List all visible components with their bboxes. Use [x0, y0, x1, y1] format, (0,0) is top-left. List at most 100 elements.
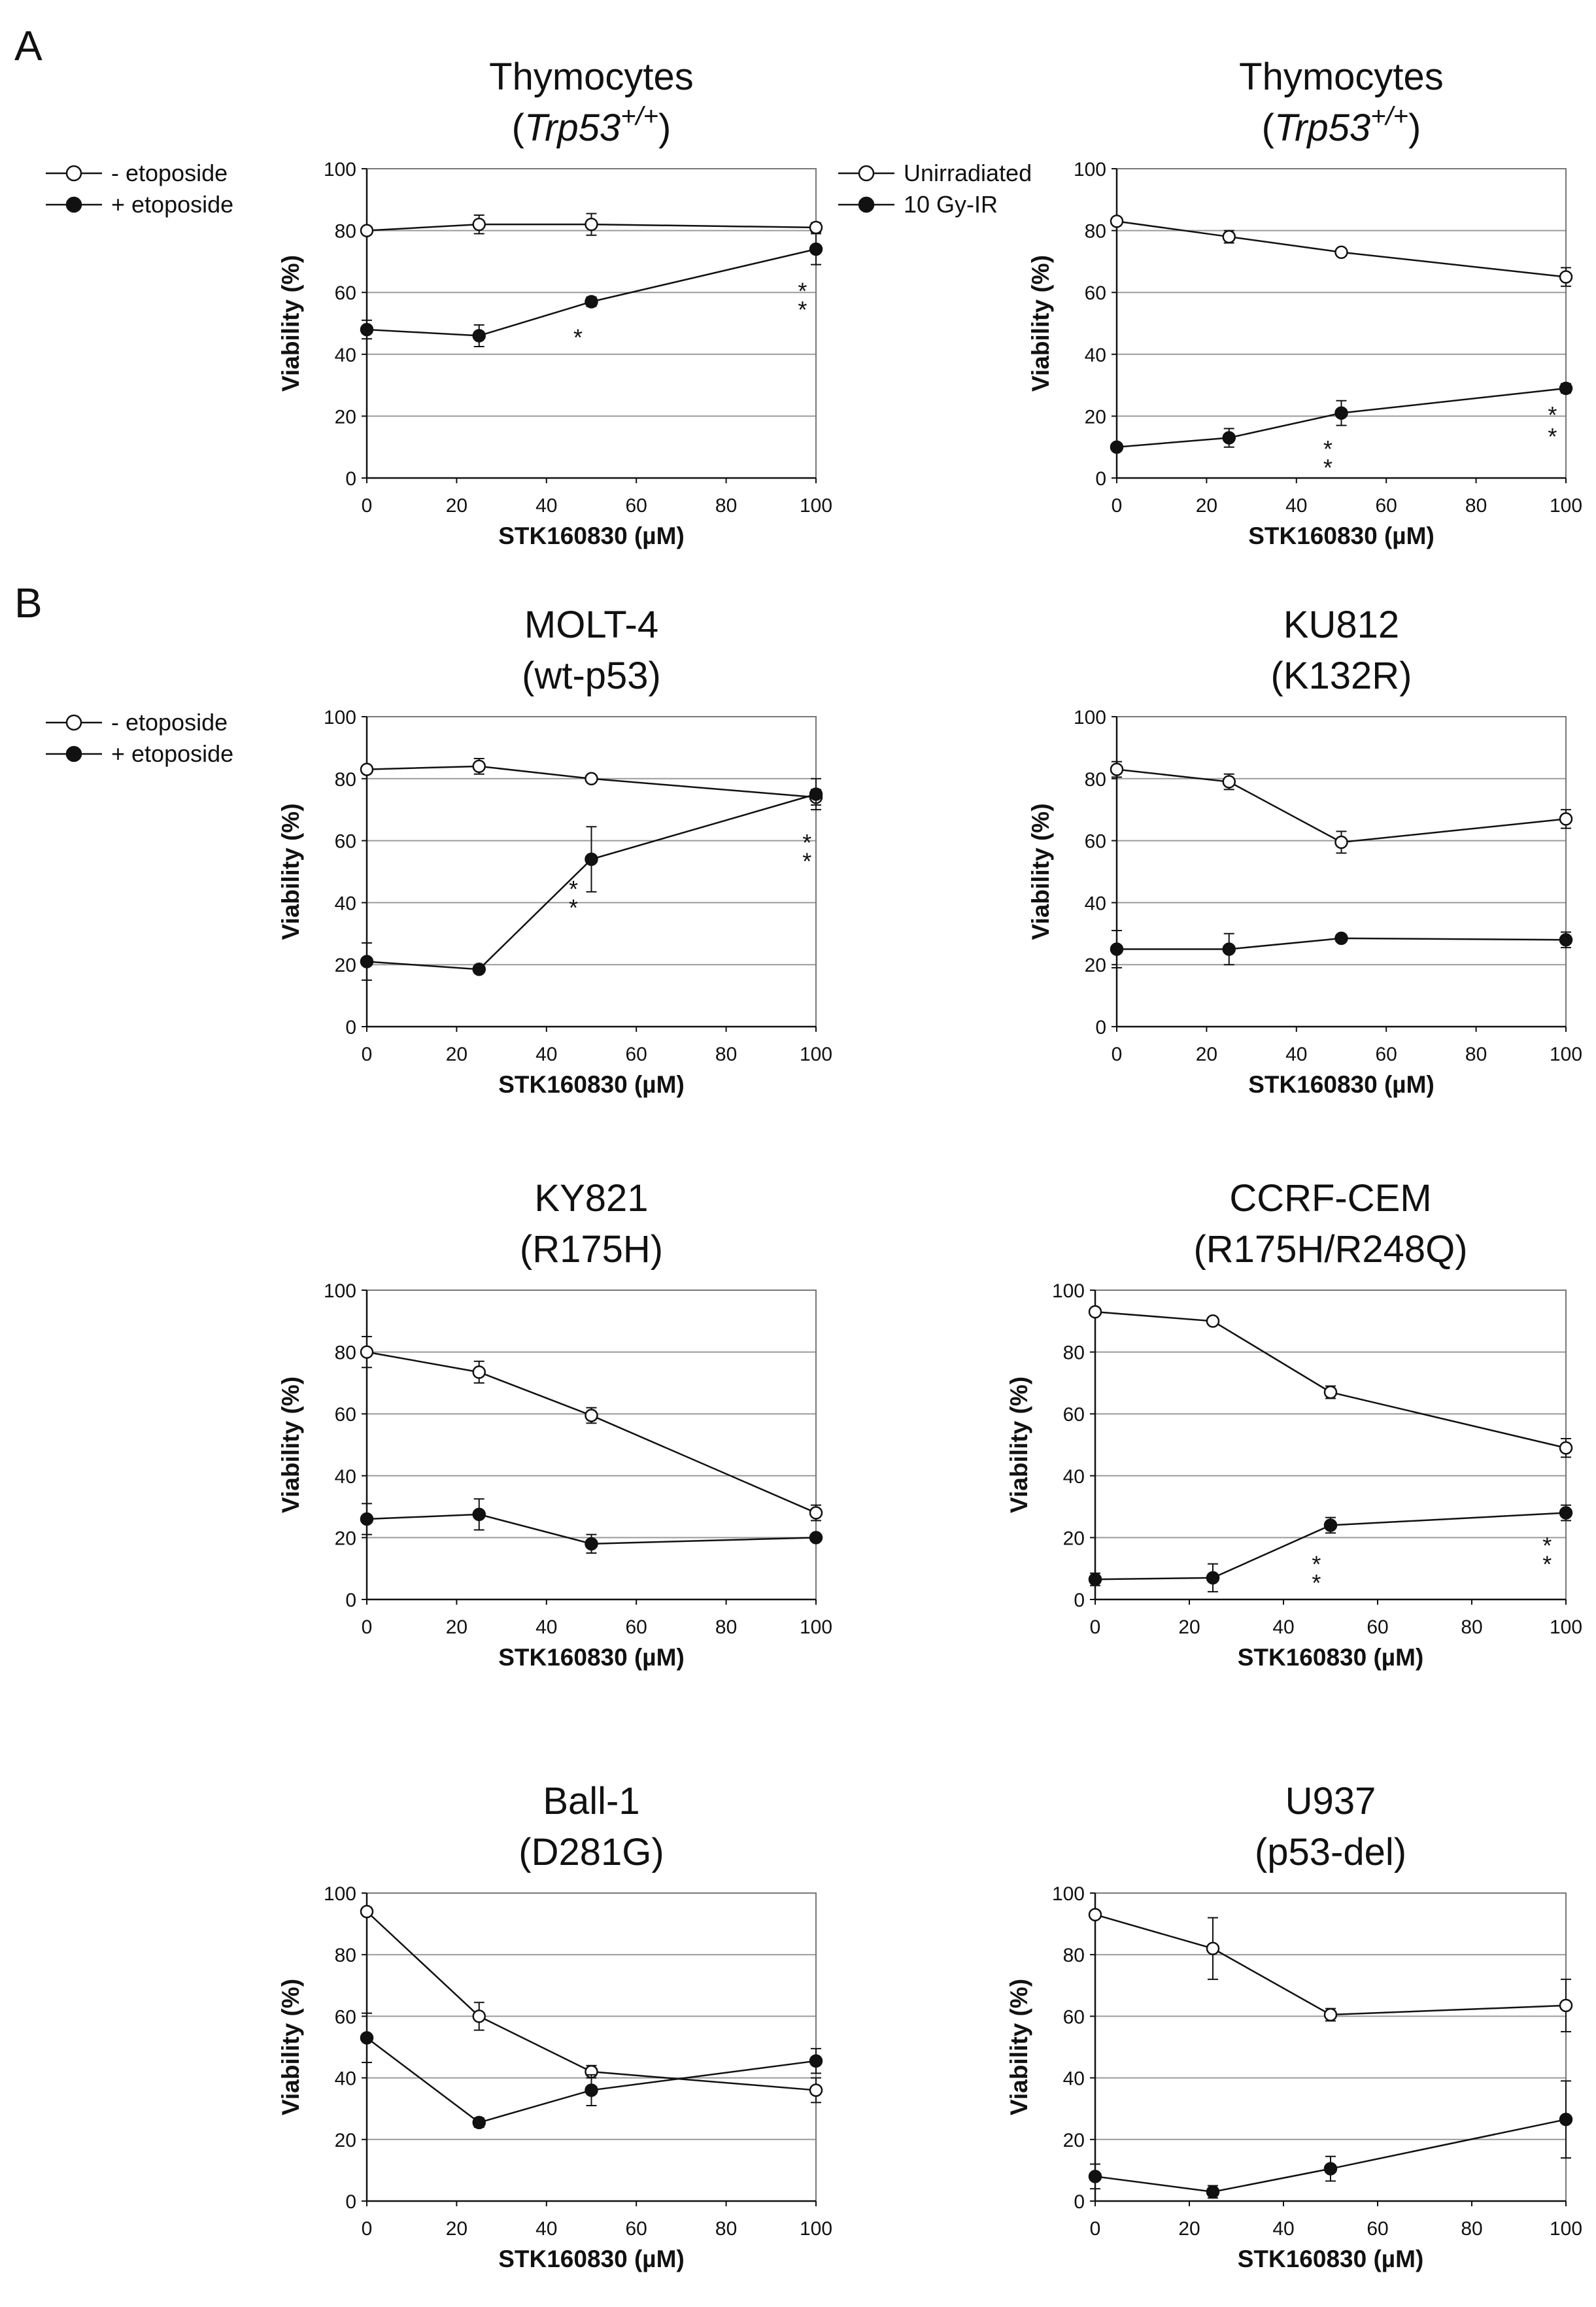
data-point-open [1559, 812, 1573, 826]
plot-frame [1116, 168, 1567, 479]
x-tick-label: 60 [626, 495, 647, 517]
subtitle-close: ) [1408, 107, 1421, 149]
series-line [366, 2037, 817, 2124]
significance-asterisk: * [1542, 1551, 1552, 1578]
chart-subtitle: (Trp53+/+) [512, 102, 671, 149]
data-point-filled [585, 852, 598, 866]
plot-frame [366, 1892, 817, 2202]
significance-asterisk: * [1323, 454, 1333, 481]
x-tick-label: 0 [362, 2218, 373, 2240]
y-tick-label: 20 [335, 1528, 356, 1549]
data-point-open [809, 2083, 823, 2097]
data-point-filled [1559, 2112, 1573, 2127]
x-tick-label: 0 [362, 1616, 373, 1638]
y-tick-label: 60 [335, 831, 356, 853]
significance-asterisk: * [1312, 1551, 1321, 1578]
y-tick-label: 60 [1085, 831, 1106, 853]
x-tick-label: 20 [446, 1616, 467, 1638]
data-point-filled [809, 242, 823, 256]
chart-5: 0 20 40 60 80 100 0 20 40 60 80 100 STK160830 (µM) Vi… [277, 1177, 832, 1671]
x-tick-label: 40 [535, 1044, 557, 1065]
y-tick-label: 60 [1085, 282, 1106, 304]
data-point-filled [360, 2031, 374, 2045]
x-tick-label: 80 [715, 495, 737, 517]
data-point-open [1088, 1907, 1102, 1922]
chart-title: Thymocytes [489, 56, 694, 98]
x-tick-label: 60 [626, 2218, 647, 2240]
series-line [1095, 1512, 1567, 1581]
x-tick-label: 20 [446, 2218, 467, 2240]
y-tick-label: 0 [1095, 468, 1106, 490]
data-point-open [1088, 1305, 1102, 1319]
data-point-filled [1559, 1506, 1573, 1520]
chart-title: Thymocytes [1239, 56, 1444, 98]
y-tick-label: 20 [1063, 1528, 1085, 1549]
y-tick-label: 60 [335, 2006, 356, 2028]
x-tick-label: 100 [1550, 1616, 1582, 1638]
y-tick-label: 40 [1085, 345, 1106, 366]
data-point-filled [1110, 440, 1124, 454]
data-point-filled [360, 1512, 374, 1526]
data-point-open [1222, 230, 1236, 244]
data-point-filled [1334, 931, 1348, 946]
x-tick-label: 60 [626, 1044, 647, 1065]
y-tick-label: 20 [1085, 955, 1106, 976]
chart-subtitle: (Trp53+/+) [1262, 102, 1421, 149]
data-point-filled [1088, 1573, 1102, 1586]
chart-title: MOLT-4 [524, 604, 658, 646]
significance-asterisk: * [1323, 436, 1333, 462]
x-tick-label: 40 [1272, 2218, 1294, 2240]
x-tick-label: 80 [715, 1616, 737, 1638]
data-point-filled [1222, 942, 1236, 956]
x-tick-label: 60 [1376, 1044, 1397, 1065]
data-point-open [809, 1506, 823, 1520]
significance-asterisk: * [569, 876, 578, 902]
y-tick-label: 80 [1085, 769, 1106, 791]
data-point-open [809, 220, 823, 235]
significance-asterisk: * [573, 324, 583, 351]
x-axis-label: STK160830 (µM) [498, 1644, 685, 1671]
data-point-open [360, 762, 374, 776]
y-tick-label: 20 [1085, 406, 1106, 428]
x-tick-label: 0 [1112, 495, 1123, 517]
chart-subtitle: (wt-p53) [522, 655, 661, 697]
legend-label: + etoposide [111, 191, 233, 218]
y-tick-label: 20 [335, 2130, 356, 2151]
x-tick-label: 40 [535, 2218, 557, 2240]
series-line [366, 223, 817, 231]
x-tick-label: 60 [1367, 1616, 1388, 1638]
y-tick-label: 100 [324, 707, 356, 728]
series-line [1095, 1913, 1567, 2016]
subtitle-close: ) [658, 107, 671, 149]
chart-subtitle: (R175H) [520, 1228, 663, 1271]
y-tick-label: 100 [1074, 707, 1106, 728]
legend-label: Unirradiated [904, 160, 1032, 186]
significance-asterisk: * [802, 847, 811, 874]
data-point-open [360, 224, 374, 237]
series-line [1116, 387, 1567, 448]
x-tick-label: 100 [800, 495, 832, 517]
significance-asterisk: * [798, 278, 807, 305]
plot-frame [1095, 1892, 1567, 2202]
data-point-open [472, 759, 486, 774]
x-tick-label: 100 [1550, 495, 1582, 517]
legend-marker-filled [858, 196, 875, 213]
y-tick-label: 100 [1052, 1883, 1085, 1905]
data-point-filled [1559, 381, 1573, 396]
y-tick-label: 80 [335, 769, 356, 791]
y-tick-label: 40 [335, 345, 356, 366]
x-tick-label: 100 [1550, 1044, 1582, 1065]
y-tick-label: 80 [335, 221, 356, 243]
chart-subtitle: (R175H/R248Q) [1193, 1228, 1467, 1271]
data-point-open [585, 217, 598, 231]
x-tick-label: 40 [1285, 1044, 1307, 1065]
y-tick-label: 100 [1074, 159, 1106, 180]
y-tick-label: 80 [335, 1342, 356, 1364]
series-line [1095, 2118, 1567, 2193]
y-tick-label: 0 [345, 2191, 356, 2213]
series-line [1095, 1310, 1567, 1449]
chart-title: Ball-1 [543, 1780, 639, 1822]
data-point-filled [360, 322, 374, 337]
chart-3: 0 20 40 60 80 100 0 20 40 60 80 100 STK160830 (µM) Vi… [46, 604, 832, 1098]
x-tick-label: 100 [800, 1616, 832, 1638]
